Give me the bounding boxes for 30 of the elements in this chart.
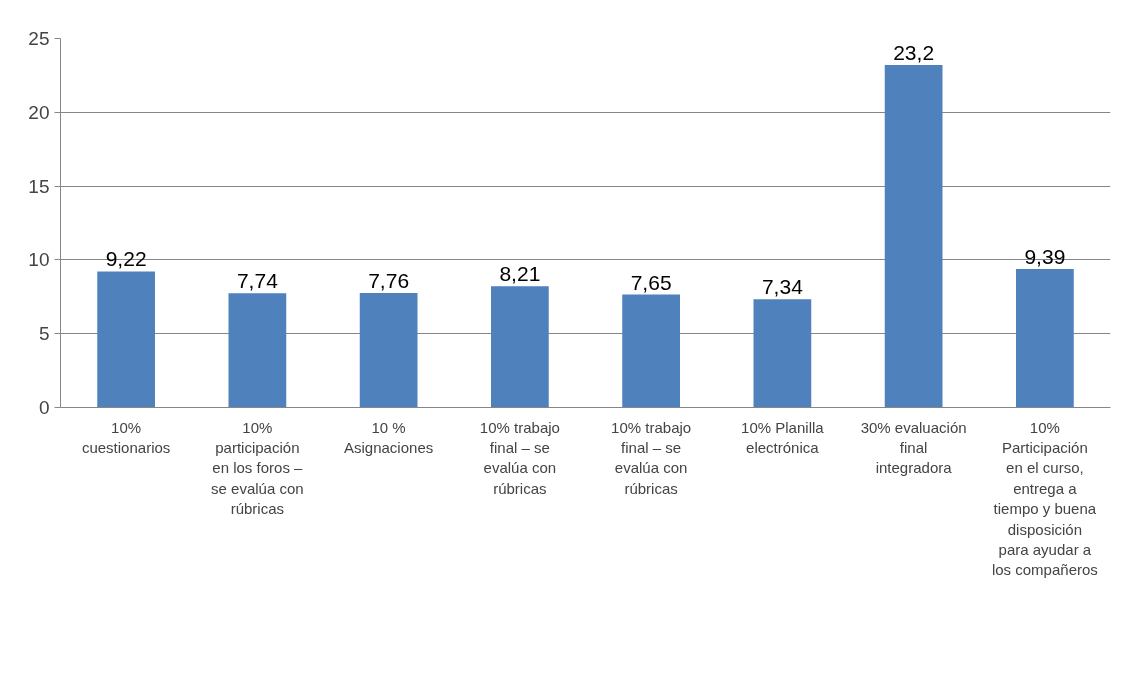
data-label: 9,39	[1024, 244, 1066, 268]
bar	[622, 294, 680, 408]
x-tick-label: 10% participación en los foros – se evalúa con rúbricas	[211, 418, 304, 518]
bar	[359, 292, 418, 408]
data-label: 7,76	[368, 268, 410, 292]
bar	[884, 65, 943, 408]
data-label: 23,2	[893, 41, 935, 65]
x-tick-label: 30% evaluación final integradora	[860, 418, 967, 477]
y-tick-label: 25	[28, 28, 50, 49]
x-tick-label: 10% trabajo final – se evalúa con rúbricas	[479, 418, 560, 497]
data-label: 7,34	[761, 275, 804, 299]
y-tick-label: 10	[28, 249, 50, 271]
y-tick-label: 20	[28, 101, 50, 123]
x-tick-label: 10% Planilla electrónica	[741, 418, 825, 456]
data-label: 9,22	[105, 247, 147, 271]
y-tick-label: 15	[28, 175, 50, 197]
bar	[1016, 268, 1074, 408]
y-tick-label: 0	[38, 397, 50, 418]
bar	[228, 293, 287, 408]
x-tick-label: 10 % Asignaciones	[344, 418, 434, 456]
x-tick-label: 10% cuestionarios	[81, 418, 171, 456]
bar	[97, 271, 155, 408]
bar	[753, 299, 812, 408]
x-tick-label: 10% trabajo final – se evalúa con rúbricas	[611, 418, 692, 497]
data-label: 7,65	[630, 270, 672, 294]
x-tick-label: 10% Participación en el curso, entrega a tiempo y buena disposición para ayudar a los compañeros	[991, 418, 1098, 579]
y-tick-label: 5	[38, 323, 50, 345]
bar	[491, 286, 549, 408]
data-label: 7,74	[236, 269, 279, 293]
data-label: 8,21	[499, 262, 541, 286]
